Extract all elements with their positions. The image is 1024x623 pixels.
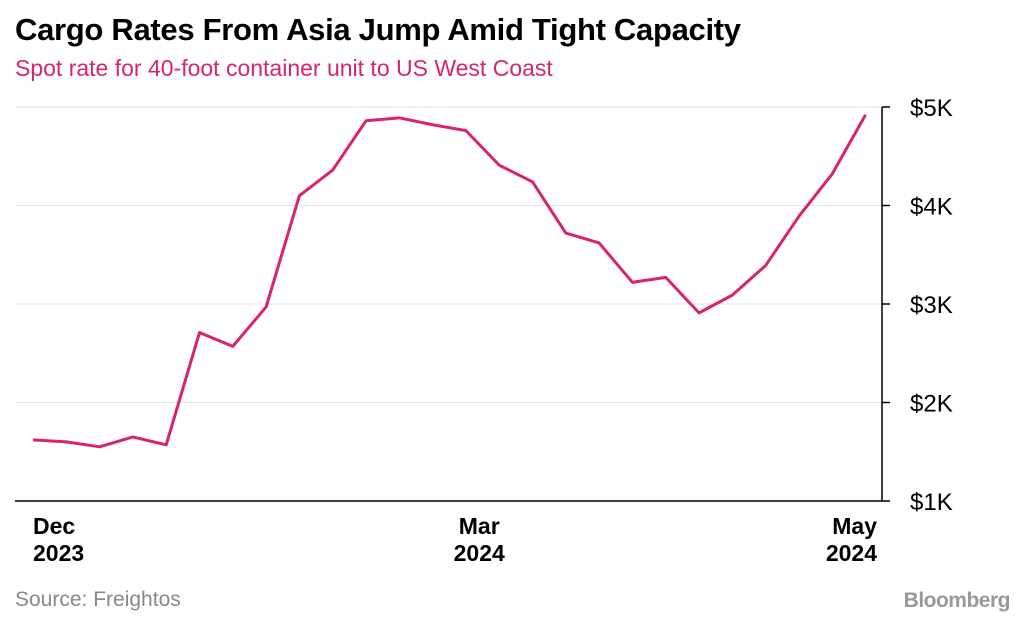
x-tick-label-year: 2024 [454,540,505,566]
y-tick-label: $2K [910,391,953,418]
y-tick-label: $1K [910,489,953,516]
bloomberg-logo: Bloomberg [903,589,1011,612]
source-note: Source: Freightos [15,588,181,611]
chart-title: Cargo Rates From Asia Jump Amid Tight Ca… [15,12,741,47]
x-tick-label-year: 2023 [33,540,84,566]
x-tick-label-month: Mar [459,513,500,539]
series-line [32,114,867,449]
chart-subtitle: Spot rate for 40-foot container unit to … [15,55,553,81]
y-tick-label: $5K [910,95,953,122]
x-tick-label-month: Dec [33,513,75,539]
x-tick-label-year: 2024 [826,540,877,566]
y-tick-label: $4K [910,194,953,221]
x-tick-label-month: May [832,513,877,539]
y-tick-label: $3K [910,292,953,319]
